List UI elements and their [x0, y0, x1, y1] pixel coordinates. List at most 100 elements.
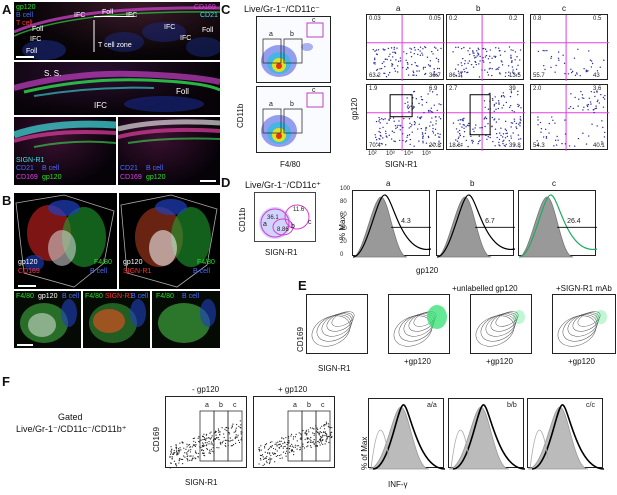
c-xlabel-right: SIGN-R1	[385, 160, 418, 169]
f-ylabel: CD169	[152, 427, 161, 452]
legend-cd169-br: CD169	[120, 174, 142, 181]
f-scatter-svg	[258, 410, 333, 467]
e-ylabel: CD169	[296, 327, 305, 352]
c-quad-value: 2.7	[449, 86, 458, 92]
region-ifc-5: IFC	[164, 24, 176, 31]
f-hist-head: a/a	[427, 402, 437, 409]
e-contour-svg	[311, 311, 355, 347]
c-quad-value: 43	[593, 73, 600, 79]
e-contour-svg	[475, 310, 525, 347]
legend-cd169-bl: CD169	[16, 174, 38, 181]
c-quad-value: 40.1	[593, 143, 605, 149]
region-ifc-2: IFC	[126, 12, 138, 19]
d-hist-ytick: 80	[340, 199, 347, 206]
legend-bcell-btr: B cell	[193, 268, 211, 275]
c-quad-plot-top-a: 0.03 0.05 63.2 36.7	[366, 14, 445, 81]
legend-f480-b1: F4/80	[16, 293, 34, 300]
micrograph-a-top-texture	[14, 6, 220, 60]
legend-cd169-btl: CD169	[18, 268, 40, 275]
c-quad-value: 1.9	[369, 86, 378, 92]
e-contour-svg	[393, 305, 447, 347]
c-quad-value: 39	[509, 86, 516, 92]
panel-letter-a: A	[2, 2, 12, 17]
c-quad-value: 55.7	[533, 73, 545, 79]
legend-gp120-br: gp120	[146, 174, 166, 181]
f-gate-label: a	[205, 402, 209, 409]
c-xlabel-left: F4/80	[280, 160, 301, 169]
micrograph-b-top-right: gp120 F4/80 SIGN-R1 B cell	[119, 193, 220, 289]
c-density-top: a b c	[256, 16, 331, 83]
d-hist-svg	[352, 194, 432, 258]
panel-letter-b: B	[2, 193, 12, 208]
micrograph-b-top-left-texture	[15, 194, 115, 288]
c-col-head-b: b	[476, 4, 481, 13]
c-col-head-c: c	[562, 4, 566, 13]
legend-f480-btl: F4/80	[94, 259, 112, 266]
e-col-label: +gp120	[486, 357, 513, 366]
d-ellipse-val-a: 36.1	[267, 215, 279, 221]
legend-sign-r1: SIGN-R1	[16, 157, 45, 164]
region-foll-4: Foll	[26, 48, 38, 55]
c-quad-value: 0.05	[429, 16, 441, 22]
f-scatter-plot: a b c	[165, 396, 247, 469]
c-col-head-a: a	[396, 4, 401, 13]
micrograph-a-bottom-left: SIGN-R1 CD21 B cell CD169 gp120	[14, 117, 116, 185]
d-ellipse-label-b: b	[291, 223, 295, 230]
e-xlabel: SIGN-R1	[318, 364, 351, 373]
c-tick-label: 10⁴	[404, 151, 414, 157]
f-hist: b/b	[448, 398, 526, 470]
d-hist-ytick: 60	[340, 212, 347, 219]
micrograph-a-mid: S. S. Foll IFC	[14, 62, 220, 115]
legend-bcell-b2: B cell	[131, 293, 149, 300]
legend-cd21-bl: CD21	[16, 165, 34, 172]
e-contour-svg	[557, 310, 607, 347]
d-ellipse-label-c: c	[308, 219, 312, 226]
d-hist-ytick: 0	[340, 252, 344, 258]
d-hist-value: 6.7	[485, 218, 495, 226]
legend-signr1-b2: SIGN-R1	[105, 293, 134, 300]
d-hist-b: 6.7	[436, 190, 516, 258]
panel-letter-d: D	[221, 175, 231, 190]
micrograph-b-bottom-1: F4/80 gp120 B cell	[14, 291, 81, 348]
c-title: Live/Gr-1⁻/CD11c⁻	[244, 4, 320, 14]
d-dotplot: 11.6 36.1 8.86 a b c	[254, 192, 316, 242]
legend-cd21: CD21	[200, 12, 218, 19]
c-quad-value: 0.5	[593, 16, 602, 22]
c-quad-value: 36.7	[429, 73, 441, 79]
f-plot-title-minus: - gp120	[192, 385, 220, 394]
c-quad-value: 86.1	[449, 73, 461, 79]
legend-f480-b2: F4/80	[85, 293, 103, 300]
legend-cd21-br: CD21	[120, 165, 138, 172]
e-col-label: +gp120	[404, 357, 431, 366]
legend-bcell-br: B cell	[146, 165, 164, 172]
e-col-label: +gp120	[568, 357, 595, 366]
c-quad-plot-bottom-c: 2.0 3.6 54.3 40.1	[530, 84, 609, 151]
d-hist-c: 26.4	[518, 190, 598, 258]
f-hist-ylabel: % of Max	[360, 436, 369, 470]
e-contour-plot	[552, 294, 616, 354]
c-quad-svg	[367, 15, 445, 81]
f-hist-head: c/c	[586, 402, 595, 409]
c-quad-value: 0.03	[369, 16, 381, 22]
c-quad-value: 13.5	[509, 73, 521, 79]
d-hist-svg	[436, 194, 516, 258]
e-contour-plot	[470, 294, 532, 354]
c-density-top-svg	[261, 22, 324, 77]
micrograph-a-bottom-left-texture	[14, 120, 116, 148]
legend-signr1-btr: SIGN-R1	[123, 268, 152, 275]
f-hist-head: b/b	[507, 402, 517, 409]
legend-bcell-b1: B cell	[62, 293, 80, 300]
d-hist-a: 4.3	[352, 190, 432, 258]
c-quad-value: 18.6	[449, 143, 461, 149]
f-gate-label: b	[219, 402, 223, 409]
d-dotplot-svg	[259, 204, 310, 239]
panel-letter-f: F	[2, 374, 10, 389]
e-col-title: +unlabelled gp120	[452, 284, 518, 293]
micrograph-a-bottom-right-texture	[118, 119, 220, 182]
d-hist-head-c: c	[552, 179, 556, 188]
region-ifc-4: IFC	[180, 35, 192, 42]
d-xlabel: SIGN-R1	[265, 248, 298, 257]
d-hist-value: 4.3	[401, 218, 411, 226]
c-gate-b-top: b	[290, 31, 294, 38]
c-quad-svg	[531, 85, 609, 151]
